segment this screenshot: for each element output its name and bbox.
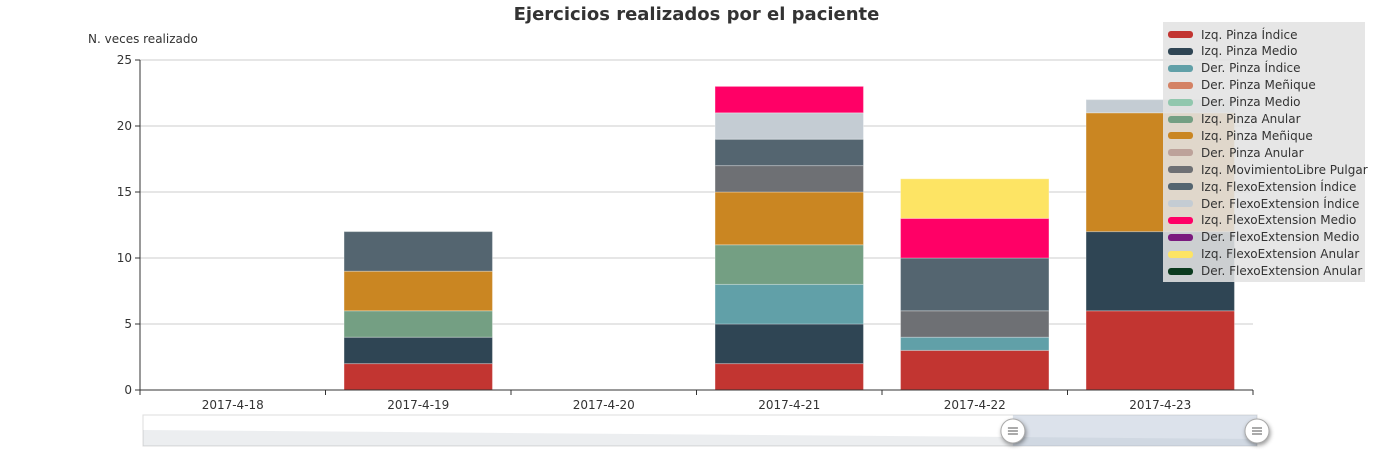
bar-segment[interactable] [343, 310, 493, 338]
bar-segment[interactable] [343, 231, 493, 272]
bar-segment[interactable] [714, 191, 864, 246]
bar-segment[interactable] [714, 363, 864, 391]
legend-swatch [1168, 233, 1193, 241]
bar-segment[interactable] [714, 283, 864, 325]
legend-item[interactable]: Der. Pinza Anular [1168, 144, 1304, 161]
bar-segment[interactable] [343, 270, 493, 312]
legend-label: Izq. Pinza Medio [1201, 44, 1298, 59]
legend-item[interactable]: Izq. Pinza Medio [1168, 43, 1298, 60]
y-axis-label: N. veces realizado [88, 32, 198, 46]
legend-item[interactable]: Izq. FlexoExtension Anular [1168, 246, 1359, 263]
legend-label: Izq. Pinza Meñique [1201, 128, 1313, 143]
legend-label: Izq. FlexoExtension Anular [1201, 247, 1360, 262]
legend-swatch [1168, 166, 1193, 174]
chart-title: Ejercicios realizados por el paciente [513, 4, 880, 25]
legend-item[interactable]: Der. Pinza Medio [1168, 94, 1301, 111]
bar-segment[interactable] [714, 244, 864, 285]
legend-label: Izq. FlexoExtension Medio [1201, 213, 1357, 228]
bar-segment[interactable] [714, 165, 864, 193]
bar-segment[interactable] [714, 138, 864, 167]
bar-segment[interactable] [900, 349, 1050, 391]
legend-swatch [1168, 31, 1193, 38]
legend-swatch [1168, 47, 1193, 55]
legend-item[interactable]: Izq. Pinza Índice [1168, 26, 1298, 43]
x-tick-label: 2017-4-18 [202, 398, 264, 412]
legend-swatch [1168, 64, 1193, 72]
legend: Izq. Pinza Índice Izq. Pinza Medio Der. Pi… [1163, 22, 1368, 282]
legend-item[interactable]: Der. Pinza Meñique [1168, 77, 1316, 94]
legend-swatch [1168, 250, 1193, 258]
y-tick-label: 25 [117, 53, 132, 67]
legend-label: Der. Pinza Índice [1201, 61, 1301, 76]
legend-swatch [1168, 183, 1193, 191]
y-tick-label: 20 [117, 119, 132, 133]
bar-segment[interactable] [900, 257, 1050, 312]
legend-label: Izq. FlexoExtension Índice [1201, 179, 1357, 194]
y-tick-label: 5 [124, 317, 132, 331]
bar-segment[interactable] [900, 178, 1050, 219]
legend-item[interactable]: Izq. Pinza Meñique [1168, 127, 1313, 144]
x-tick-label: 2017-4-21 [758, 398, 820, 412]
legend-item[interactable]: Izq. FlexoExtension Índice [1168, 178, 1356, 195]
legend-label: Der. Pinza Anular [1201, 145, 1304, 160]
legend-item[interactable]: Der. FlexoExtension Índice [1168, 195, 1359, 212]
bar-segment[interactable] [1085, 310, 1235, 391]
x-tick-label: 2017-4-19 [387, 398, 449, 412]
data-zoom-shadow [143, 430, 1257, 446]
legend-swatch [1168, 132, 1193, 140]
y-tick-label: 0 [124, 383, 132, 397]
legend-item[interactable]: Izq. FlexoExtension Medio [1168, 212, 1356, 229]
bar-segment[interactable] [714, 323, 864, 365]
legend-item[interactable]: Der. Pinza Índice [1168, 60, 1301, 77]
legend-label: Izq. Pinza Anular [1201, 112, 1301, 126]
legend-label: Der. FlexoExtension Medio [1201, 230, 1360, 245]
x-tick-label: 2017-4-20 [573, 398, 635, 412]
legend-swatch [1168, 149, 1193, 157]
x-tick-label: 2017-4-23 [1129, 398, 1191, 412]
legend-item[interactable]: Izq. MovimientoLibre Pulgar [1168, 161, 1368, 178]
bar-segment[interactable] [900, 336, 1050, 351]
legend-swatch [1168, 81, 1193, 89]
data-zoom-selected-range[interactable] [1012, 415, 1257, 446]
legend-label: Der. FlexoExtension Índice [1201, 196, 1360, 211]
bar-segment[interactable] [714, 112, 864, 140]
legend-label: Der. FlexoExtension Anular [1201, 264, 1363, 279]
legend-item[interactable]: Izq. Pinza Anular [1168, 111, 1301, 128]
legend-label: Izq. MovimientoLibre Pulgar [1201, 162, 1368, 177]
legend-swatch [1168, 98, 1193, 106]
legend-swatch [1168, 216, 1193, 224]
legend-swatch [1168, 200, 1193, 207]
legend-swatch [1168, 267, 1193, 275]
bar-segment[interactable] [900, 310, 1050, 338]
bar-segment[interactable] [900, 217, 1050, 259]
y-tick-label: 10 [117, 251, 132, 265]
legend-label: Der. Pinza Medio [1201, 95, 1301, 110]
x-tick-label: 2017-4-22 [944, 398, 1006, 412]
bar-segment[interactable] [714, 85, 864, 114]
legend-item[interactable]: Der. FlexoExtension Anular [1168, 263, 1362, 280]
bar-segment[interactable] [343, 363, 493, 391]
legend-label: Izq. Pinza Índice [1201, 27, 1298, 42]
legend-label: Der. Pinza Meñique [1201, 78, 1316, 93]
bar-segment[interactable] [343, 336, 493, 365]
legend-item[interactable]: Der. FlexoExtension Medio [1168, 229, 1359, 246]
legend-swatch [1168, 115, 1193, 123]
y-tick-label: 15 [117, 185, 132, 199]
